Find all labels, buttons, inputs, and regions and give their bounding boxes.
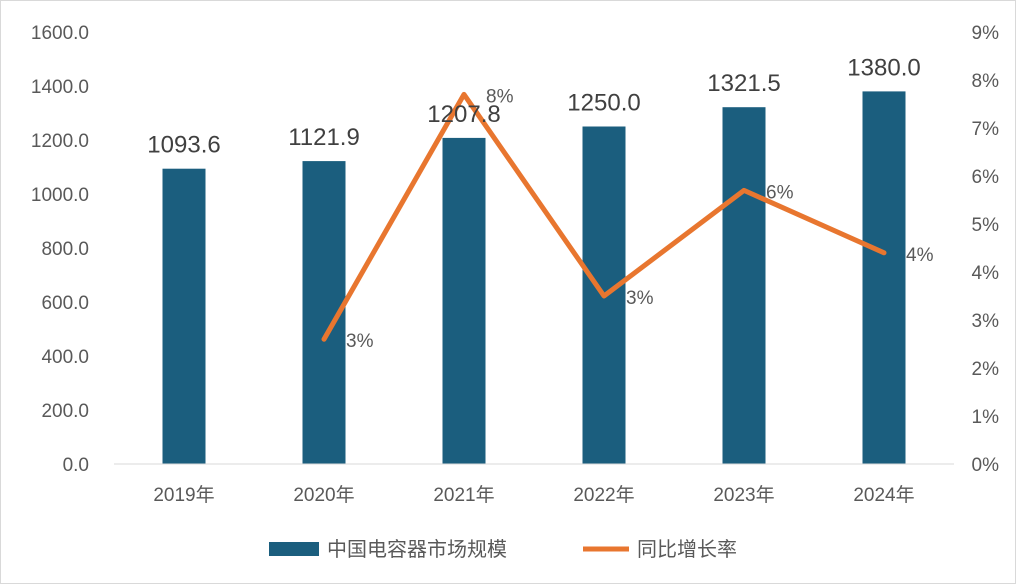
x-tick-label: 2019年 xyxy=(153,484,214,506)
left-tick-label: 1400.0 xyxy=(31,77,89,98)
x-tick-label: 2020年 xyxy=(293,484,354,506)
line-data-label: 6% xyxy=(766,182,794,203)
right-tick-label: 7% xyxy=(972,119,1000,140)
bar-2024年 xyxy=(862,91,906,465)
right-tick-label: 1% xyxy=(972,407,1000,428)
left-tick-label: 1600.0 xyxy=(31,23,89,44)
left-tick-label: 600.0 xyxy=(41,293,89,314)
bar-data-label: 1380.0 xyxy=(847,54,920,81)
left-tick-label: 1000.0 xyxy=(31,185,89,206)
x-tick-label: 2023年 xyxy=(713,484,774,506)
x-tick-label: 2022年 xyxy=(573,484,634,506)
x-axis: 2019年 2020年 2021年 2022年 2023年 2024年 xyxy=(153,484,914,506)
bar-data-labels: 1093.6 1121.9 1207.8 1250.0 1321.5 1380.0 xyxy=(147,54,920,158)
left-tick-label: 200.0 xyxy=(41,401,89,422)
line-data-label: 3% xyxy=(346,331,374,352)
legend-label-line: 同比增长率 xyxy=(637,538,737,561)
bar-data-label: 1093.6 xyxy=(147,132,220,159)
right-tick-label: 4% xyxy=(972,263,1000,284)
right-tick-label: 8% xyxy=(972,71,1000,92)
left-tick-label: 1200.0 xyxy=(31,131,89,152)
bar-series xyxy=(162,91,906,465)
bar-data-label: 1250.0 xyxy=(567,90,640,117)
left-tick-label: 400.0 xyxy=(41,347,89,368)
line-series xyxy=(321,91,887,342)
right-tick-label: 0% xyxy=(972,455,1000,476)
bar-2019年 xyxy=(162,168,206,464)
legend-label-bar: 中国电容器市场规模 xyxy=(327,538,507,561)
right-tick-label: 2% xyxy=(972,359,1000,380)
legend-swatch-bar xyxy=(269,542,319,556)
line-data-label: 8% xyxy=(486,86,514,107)
line-data-label: 4% xyxy=(906,245,934,266)
x-tick-label: 2024年 xyxy=(853,484,914,506)
bar-data-label: 1121.9 xyxy=(288,124,360,151)
bar-2023年 xyxy=(722,107,766,464)
left-tick-label: 800.0 xyxy=(41,239,89,260)
bar-data-label: 1207.8 xyxy=(427,101,500,128)
line-data-labels: 3% 8% 3% 6% 4% xyxy=(346,86,934,352)
right-tick-label: 9% xyxy=(972,23,1000,44)
legend: 中国电容器市场规模 同比增长率 xyxy=(269,538,737,561)
x-tick-label: 2021年 xyxy=(433,484,494,506)
right-tick-label: 5% xyxy=(972,215,1000,236)
bar-data-label: 1321.5 xyxy=(707,70,780,97)
line-data-label: 3% xyxy=(626,288,654,309)
bar-2021年 xyxy=(442,137,486,464)
growth-rate-line xyxy=(321,91,887,342)
right-axis: 0% 1% 2% 3% 4% 5% 6% 7% 8% 9% xyxy=(972,23,1000,476)
right-tick-label: 6% xyxy=(972,167,1000,188)
left-tick-label: 0.0 xyxy=(63,455,89,476)
left-axis: 0.0 200.0 400.0 600.0 800.0 1000.0 1200.0 1400.… xyxy=(31,23,89,476)
right-tick-label: 3% xyxy=(972,311,1000,332)
